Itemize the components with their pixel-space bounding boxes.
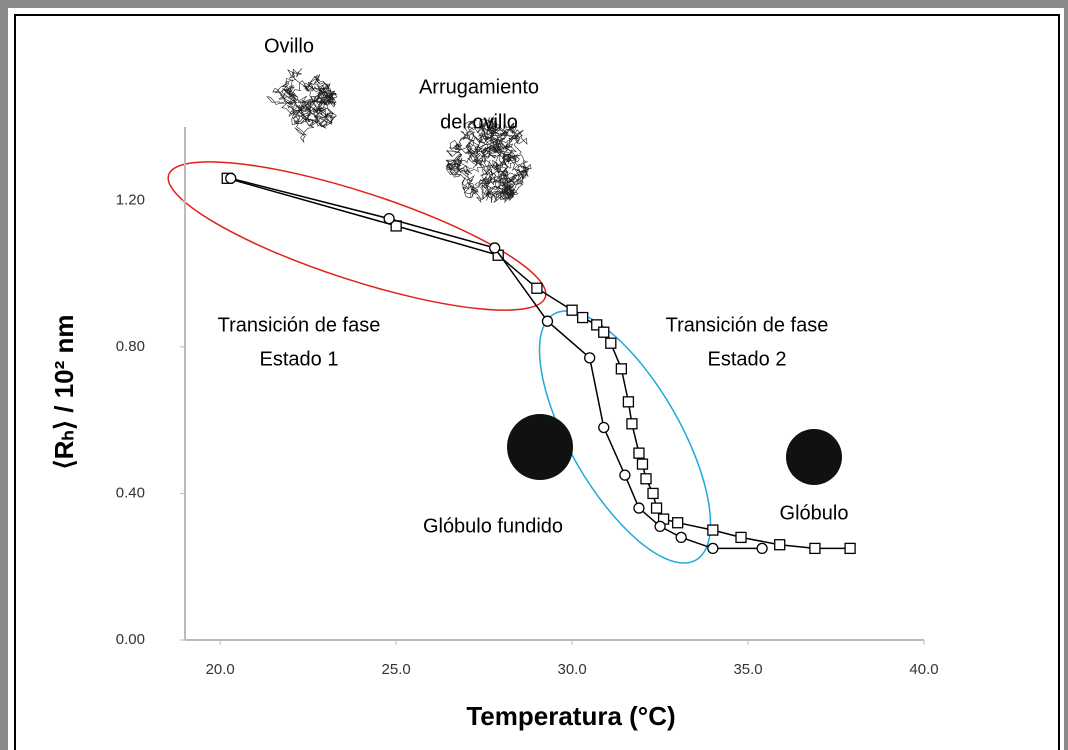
circle-marker <box>655 521 665 531</box>
molten-globule-label: Glóbulo fundido <box>423 515 563 537</box>
crumpled-label: Arrugamiento <box>419 76 539 98</box>
x-tick-label: 25.0 <box>382 661 411 678</box>
state1-label: Transición de fase <box>218 314 381 336</box>
square-marker <box>623 397 633 407</box>
y-tick-label: 0.80 <box>116 338 145 355</box>
x-tick-label: 35.0 <box>733 661 762 678</box>
molten-globule-image <box>507 414 573 480</box>
y-tick-label: 0.00 <box>116 631 145 648</box>
square-marker <box>532 283 542 293</box>
x-tick-label: 30.0 <box>557 661 586 678</box>
square-marker <box>845 543 855 553</box>
square-marker <box>627 419 637 429</box>
y-axis-label: ⟨Rₕ⟩ / 10² nm <box>49 314 79 469</box>
circle-marker <box>599 422 609 432</box>
chart: Ovillo Arrugamiento del ovillo Transició… <box>0 0 1068 750</box>
circle-marker <box>757 543 767 553</box>
square-marker <box>673 518 683 528</box>
globule-label: Glóbulo <box>780 502 849 524</box>
square-marker <box>634 448 644 458</box>
square-marker <box>567 305 577 315</box>
y-tick-label: 0.40 <box>116 484 145 501</box>
circle-marker <box>620 470 630 480</box>
x-tick-label: 40.0 <box>909 661 938 678</box>
square-marker <box>641 474 651 484</box>
circle-marker <box>585 353 595 363</box>
circle-marker <box>708 543 718 553</box>
coil-image <box>267 68 337 142</box>
crumpled-label: del ovillo <box>440 111 518 133</box>
globule-image <box>786 429 842 485</box>
circle-marker <box>676 532 686 542</box>
square-marker <box>599 327 609 337</box>
circle-marker <box>384 214 394 224</box>
square-marker <box>578 313 588 323</box>
state1-label: Estado 1 <box>260 348 339 370</box>
square-marker <box>775 540 785 550</box>
square-marker <box>652 503 662 513</box>
state1-ellipse <box>155 133 559 339</box>
square-marker <box>637 459 647 469</box>
square-marker <box>810 543 820 553</box>
square-marker <box>606 338 616 348</box>
state2-label: Estado 2 <box>708 348 787 370</box>
square-marker <box>616 364 626 374</box>
square-marker <box>648 488 658 498</box>
state2-label: Transición de fase <box>666 314 829 336</box>
circle-marker <box>542 316 552 326</box>
x-axis-label: Temperatura (°C) <box>466 701 675 731</box>
y-tick-label: 1.20 <box>116 191 145 208</box>
circle-marker <box>490 243 500 253</box>
circle-marker <box>634 503 644 513</box>
square-marker <box>708 525 718 535</box>
circle-marker <box>226 173 236 183</box>
square-marker <box>736 532 746 542</box>
x-tick-label: 20.0 <box>206 661 235 678</box>
coil-label: Ovillo <box>264 35 314 57</box>
